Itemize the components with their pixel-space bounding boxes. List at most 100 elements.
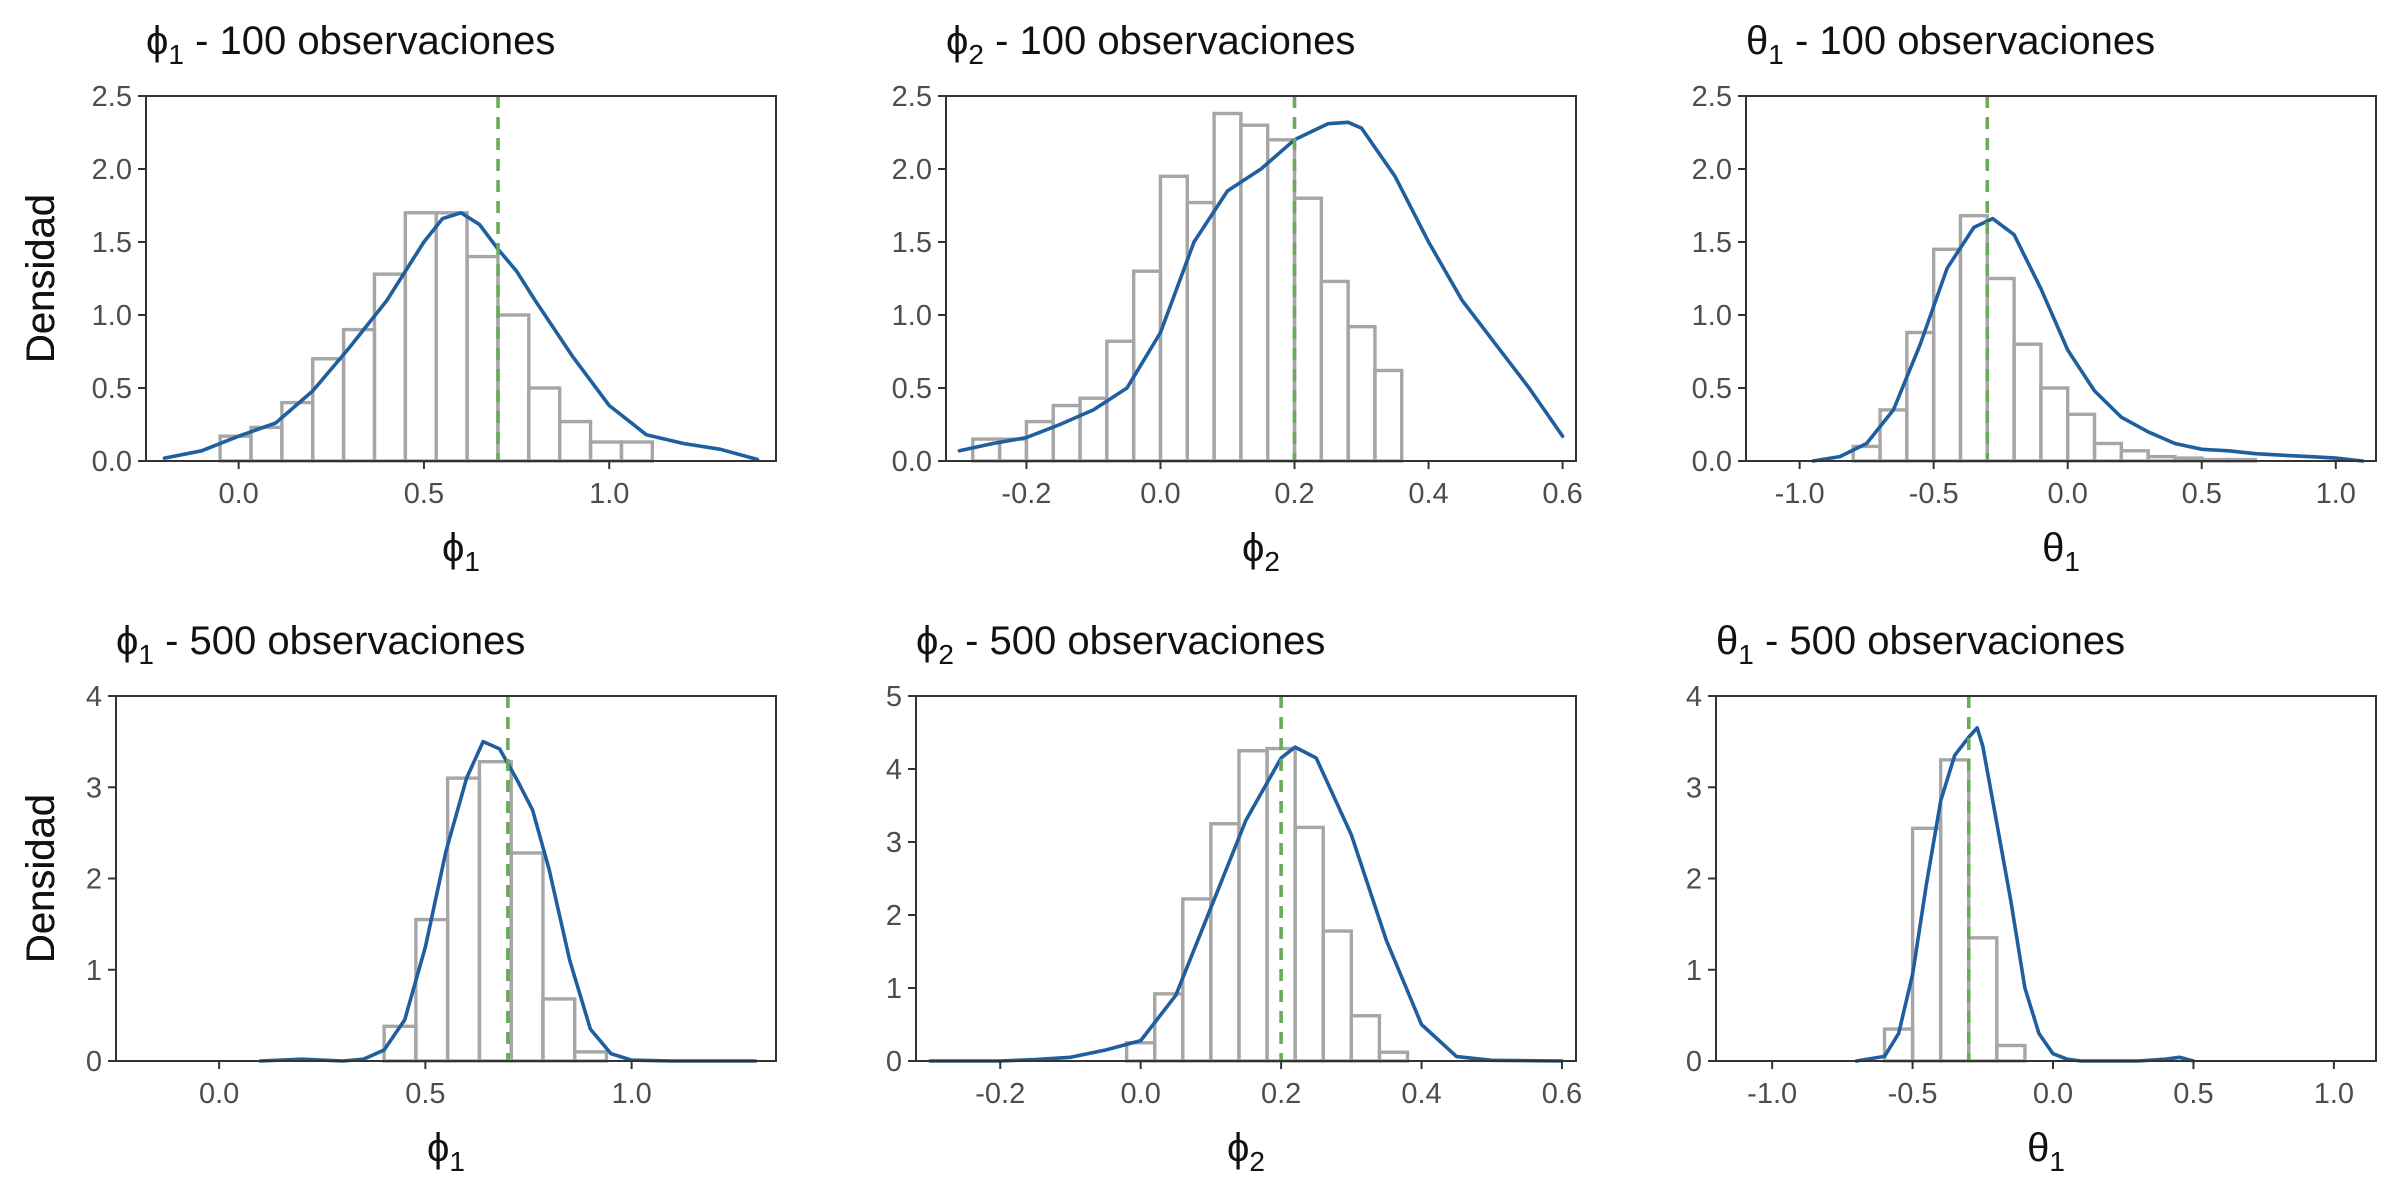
y-tick-label: 1.0 — [1692, 300, 1732, 332]
y-tick-label: 0.5 — [92, 373, 132, 405]
x-tick-label: 0.6 — [1542, 478, 1582, 510]
panel-title-symbol: ϕ — [146, 19, 168, 63]
x-tick-label: -1.0 — [1747, 1078, 1797, 1110]
panel-2: -0.2 0.0 0.2 0.4 0.60.00.51.01.52.02.5ϕ2 - 1… — [19, 19, 1583, 577]
x-axis-title: ϕ2 — [1227, 1126, 1265, 1177]
x-axis-title-symbol: ϕ — [427, 1126, 449, 1170]
x-tick-label: 1.0 — [611, 1078, 651, 1110]
y-tick-label: 2.5 — [892, 81, 932, 113]
x-axis-title: ϕ1 — [427, 1126, 465, 1177]
y-tick-label: 3 — [86, 772, 102, 804]
panel-title-subscript: 1 — [138, 639, 154, 670]
x-tick-label: 0.5 — [405, 1078, 445, 1110]
x-tick-label: 0.4 — [1401, 1078, 1441, 1110]
panel-title-suffix: - 100 observaciones — [984, 19, 1355, 63]
x-tick-label: 0.0 — [1121, 1078, 1161, 1110]
y-tick-label: 1.0 — [892, 300, 932, 332]
x-axis-title-subscript: 1 — [2049, 1146, 2065, 1177]
panel-title-subscript: 1 — [1738, 639, 1754, 670]
panel-title-symbol: ϕ — [116, 619, 138, 663]
density-line — [928, 745, 1564, 1063]
panel-title-suffix: - 500 observaciones — [154, 619, 525, 663]
y-tick-label: 2 — [86, 864, 102, 896]
x-axis-title: θ1 — [2042, 526, 2080, 577]
y-tick-label: 3 — [886, 827, 902, 859]
y-tick-label: 2.5 — [1692, 81, 1732, 113]
panel-border — [915, 695, 1577, 1062]
y-tick-label: 3 — [1686, 772, 1702, 804]
panel-title-symbol: ϕ — [916, 619, 938, 663]
x-tick-label: 0.5 — [2182, 478, 2222, 510]
x-axis-title-subscript: 1 — [2064, 546, 2080, 577]
x-axis-title-symbol: ϕ — [1227, 1126, 1249, 1170]
y-tick-label: 0.0 — [92, 446, 132, 478]
x-axis-title-symbol: ϕ — [442, 526, 464, 570]
panel-border — [945, 95, 1577, 462]
x-tick-label: 0.0 — [1140, 478, 1180, 510]
x-axis-title: ϕ2 — [1242, 526, 1280, 577]
panel-title-suffix: - 500 observaciones — [954, 619, 1325, 663]
x-tick-label: 0.0 — [218, 478, 258, 510]
y-axis-title: Densidad — [19, 794, 63, 963]
y-tick-label: 1 — [886, 973, 902, 1005]
y-tick-label: 0.5 — [1692, 373, 1732, 405]
panel-title: ϕ2 - 500 observaciones — [916, 619, 1325, 670]
panel-title-suffix: - 500 observaciones — [1754, 619, 2125, 663]
y-tick-label: 0 — [1686, 1046, 1702, 1078]
x-tick-label: 0.0 — [2048, 478, 2088, 510]
y-axis-title: Densidad — [19, 194, 63, 363]
density-line — [258, 739, 758, 1063]
x-axis-title: θ1 — [2027, 1126, 2065, 1177]
y-tick-label: 1.5 — [1692, 227, 1732, 259]
x-tick-label: 0.5 — [2173, 1078, 2213, 1110]
x-axis-title-subscript: 2 — [1249, 1146, 1265, 1177]
y-tick-label: 1.0 — [92, 300, 132, 332]
y-tick-label: 1.5 — [92, 227, 132, 259]
y-tick-label: 5 — [886, 681, 902, 713]
y-tick-label: 2.0 — [892, 154, 932, 186]
x-tick-label: 0.0 — [2033, 1078, 2073, 1110]
y-tick-label: 0 — [86, 1046, 102, 1078]
x-tick-label: -1.0 — [1775, 478, 1825, 510]
x-tick-label: 1.0 — [2314, 1078, 2354, 1110]
y-tick-label: 4 — [86, 681, 102, 713]
y-tick-label: 0.5 — [892, 373, 932, 405]
x-tick-label: 0.2 — [1261, 1078, 1301, 1110]
panel-border — [145, 95, 777, 462]
x-axis-title-subscript: 1 — [464, 546, 480, 577]
x-tick-label: 1.0 — [2316, 478, 2356, 510]
panel-title-subscript: 1 — [168, 39, 184, 70]
panel-title-symbol: θ — [1746, 19, 1768, 63]
panel-title: ϕ1 - 500 observaciones — [116, 619, 525, 670]
panel-title-subscript: 2 — [968, 39, 984, 70]
y-tick-label: 1.5 — [892, 227, 932, 259]
y-tick-label: 2 — [886, 900, 902, 932]
panel-title-suffix: - 100 observaciones — [1784, 19, 2155, 63]
x-tick-label: -0.2 — [1001, 478, 1051, 510]
panel-title-symbol: θ — [1716, 619, 1738, 663]
panel-3: -1.0 -0.5 0.0 0.5 1.00.00.51.01.52.02.5θ1 - … — [19, 19, 2377, 577]
y-tick-label: 4 — [1686, 681, 1702, 713]
panel-border — [1745, 95, 2377, 462]
y-axis-title: Densidad — [19, 794, 63, 963]
panel-1: 0.0 0.5 1.00.00.51.01.52.02.5ϕ1 - 100 obse… — [19, 19, 777, 577]
x-axis-title-symbol: θ — [2027, 1126, 2049, 1170]
y-tick-label: 1 — [1686, 955, 1702, 987]
y-tick-label: 0.0 — [1692, 446, 1732, 478]
x-axis-title-symbol: ϕ — [1242, 526, 1264, 570]
y-tick-label: 0.0 — [892, 446, 932, 478]
x-axis-title-subscript: 1 — [449, 1146, 465, 1177]
y-tick-label: 2 — [1686, 864, 1702, 896]
y-tick-label: 0 — [886, 1046, 902, 1078]
x-tick-label: 0.5 — [404, 478, 444, 510]
y-axis-title: Densidad — [19, 794, 63, 963]
y-tick-label: 1 — [86, 955, 102, 987]
x-tick-label: 0.0 — [199, 1078, 239, 1110]
x-axis-title-symbol: θ — [2042, 526, 2064, 570]
panel-title: θ1 - 500 observaciones — [1716, 619, 2125, 670]
